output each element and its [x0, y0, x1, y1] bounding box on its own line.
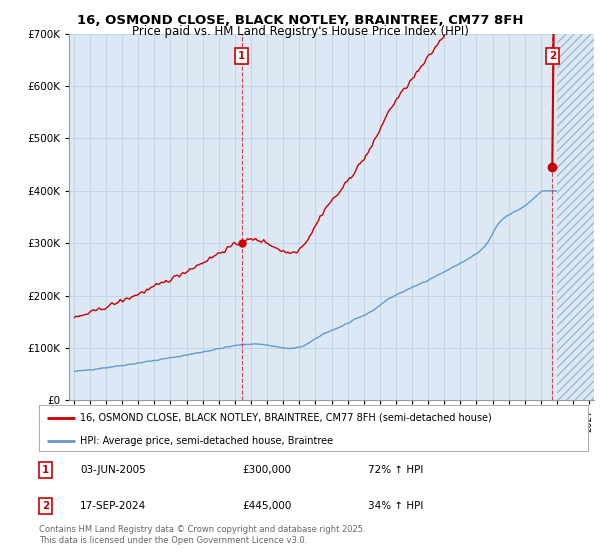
Text: 03-JUN-2005: 03-JUN-2005 [80, 465, 146, 475]
Text: 2: 2 [548, 52, 556, 62]
Text: 16, OSMOND CLOSE, BLACK NOTLEY, BRAINTREE, CM77 8FH: 16, OSMOND CLOSE, BLACK NOTLEY, BRAINTRE… [77, 14, 523, 27]
Text: 17-SEP-2024: 17-SEP-2024 [80, 501, 146, 511]
Text: 16, OSMOND CLOSE, BLACK NOTLEY, BRAINTREE, CM77 8FH (semi-detached house): 16, OSMOND CLOSE, BLACK NOTLEY, BRAINTRE… [80, 413, 492, 423]
Text: £300,000: £300,000 [242, 465, 291, 475]
Bar [557, 34, 594, 400]
Text: 34% ↑ HPI: 34% ↑ HPI [368, 501, 424, 511]
Text: Contains HM Land Registry data © Crown copyright and database right 2025.
This d: Contains HM Land Registry data © Crown c… [39, 525, 365, 545]
Text: 1: 1 [238, 52, 245, 62]
Text: Price paid vs. HM Land Registry's House Price Index (HPI): Price paid vs. HM Land Registry's House … [131, 25, 469, 38]
Text: 1: 1 [42, 465, 49, 475]
Text: HPI: Average price, semi-detached house, Braintree: HPI: Average price, semi-detached house,… [80, 436, 334, 446]
Text: £445,000: £445,000 [242, 501, 292, 511]
Text: 2: 2 [42, 501, 49, 511]
Text: 72% ↑ HPI: 72% ↑ HPI [368, 465, 424, 475]
